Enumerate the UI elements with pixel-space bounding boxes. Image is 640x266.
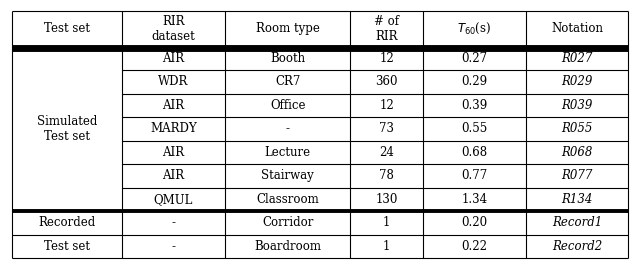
Text: 0.55: 0.55 xyxy=(461,122,488,135)
Text: Record1: Record1 xyxy=(552,216,602,229)
Text: AIR: AIR xyxy=(163,99,184,112)
Text: 12: 12 xyxy=(380,52,394,65)
Text: -: - xyxy=(285,122,290,135)
Text: Record2: Record2 xyxy=(552,240,602,253)
Text: Boardroom: Boardroom xyxy=(254,240,321,253)
Text: R027: R027 xyxy=(561,52,593,65)
Text: R039: R039 xyxy=(561,99,593,112)
Text: 12: 12 xyxy=(380,99,394,112)
Text: R029: R029 xyxy=(561,75,593,88)
Text: Test set: Test set xyxy=(44,240,90,253)
Text: 24: 24 xyxy=(380,146,394,159)
Text: RIR
dataset: RIR dataset xyxy=(152,15,195,43)
Text: Office: Office xyxy=(270,99,305,112)
Text: 0.27: 0.27 xyxy=(461,52,487,65)
Text: Stairway: Stairway xyxy=(261,169,314,182)
Text: CR7: CR7 xyxy=(275,75,300,88)
Text: Corridor: Corridor xyxy=(262,216,314,229)
Text: WDR: WDR xyxy=(158,75,189,88)
Text: Test set: Test set xyxy=(44,22,90,35)
Text: 1: 1 xyxy=(383,240,390,253)
Text: AIR: AIR xyxy=(163,169,184,182)
Text: MARDY: MARDY xyxy=(150,122,196,135)
Text: AIR: AIR xyxy=(163,52,184,65)
Text: 0.77: 0.77 xyxy=(461,169,488,182)
Text: Simulated
Test set: Simulated Test set xyxy=(36,115,97,143)
Text: 360: 360 xyxy=(376,75,398,88)
Text: -: - xyxy=(172,240,175,253)
Text: 130: 130 xyxy=(376,193,398,206)
Text: 73: 73 xyxy=(379,122,394,135)
Text: 0.20: 0.20 xyxy=(461,216,487,229)
Text: 1.34: 1.34 xyxy=(461,193,487,206)
Text: 0.39: 0.39 xyxy=(461,99,488,112)
Text: QMUL: QMUL xyxy=(154,193,193,206)
Text: R077: R077 xyxy=(561,169,593,182)
Text: 0.68: 0.68 xyxy=(461,146,487,159)
Text: -: - xyxy=(172,216,175,229)
Text: Lecture: Lecture xyxy=(264,146,310,159)
Text: $T_{60}$(s): $T_{60}$(s) xyxy=(457,21,492,36)
Text: Room type: Room type xyxy=(256,22,319,35)
Text: Notation: Notation xyxy=(551,22,603,35)
Text: 0.29: 0.29 xyxy=(461,75,487,88)
Text: 0.22: 0.22 xyxy=(461,240,487,253)
Text: R068: R068 xyxy=(561,146,593,159)
Text: # of
RIR: # of RIR xyxy=(374,15,399,43)
Text: Classroom: Classroom xyxy=(256,193,319,206)
Text: 1: 1 xyxy=(383,216,390,229)
Text: 78: 78 xyxy=(380,169,394,182)
Text: R134: R134 xyxy=(561,193,593,206)
Text: Booth: Booth xyxy=(270,52,305,65)
Text: AIR: AIR xyxy=(163,146,184,159)
Text: Recorded: Recorded xyxy=(38,216,95,229)
Text: R055: R055 xyxy=(561,122,593,135)
